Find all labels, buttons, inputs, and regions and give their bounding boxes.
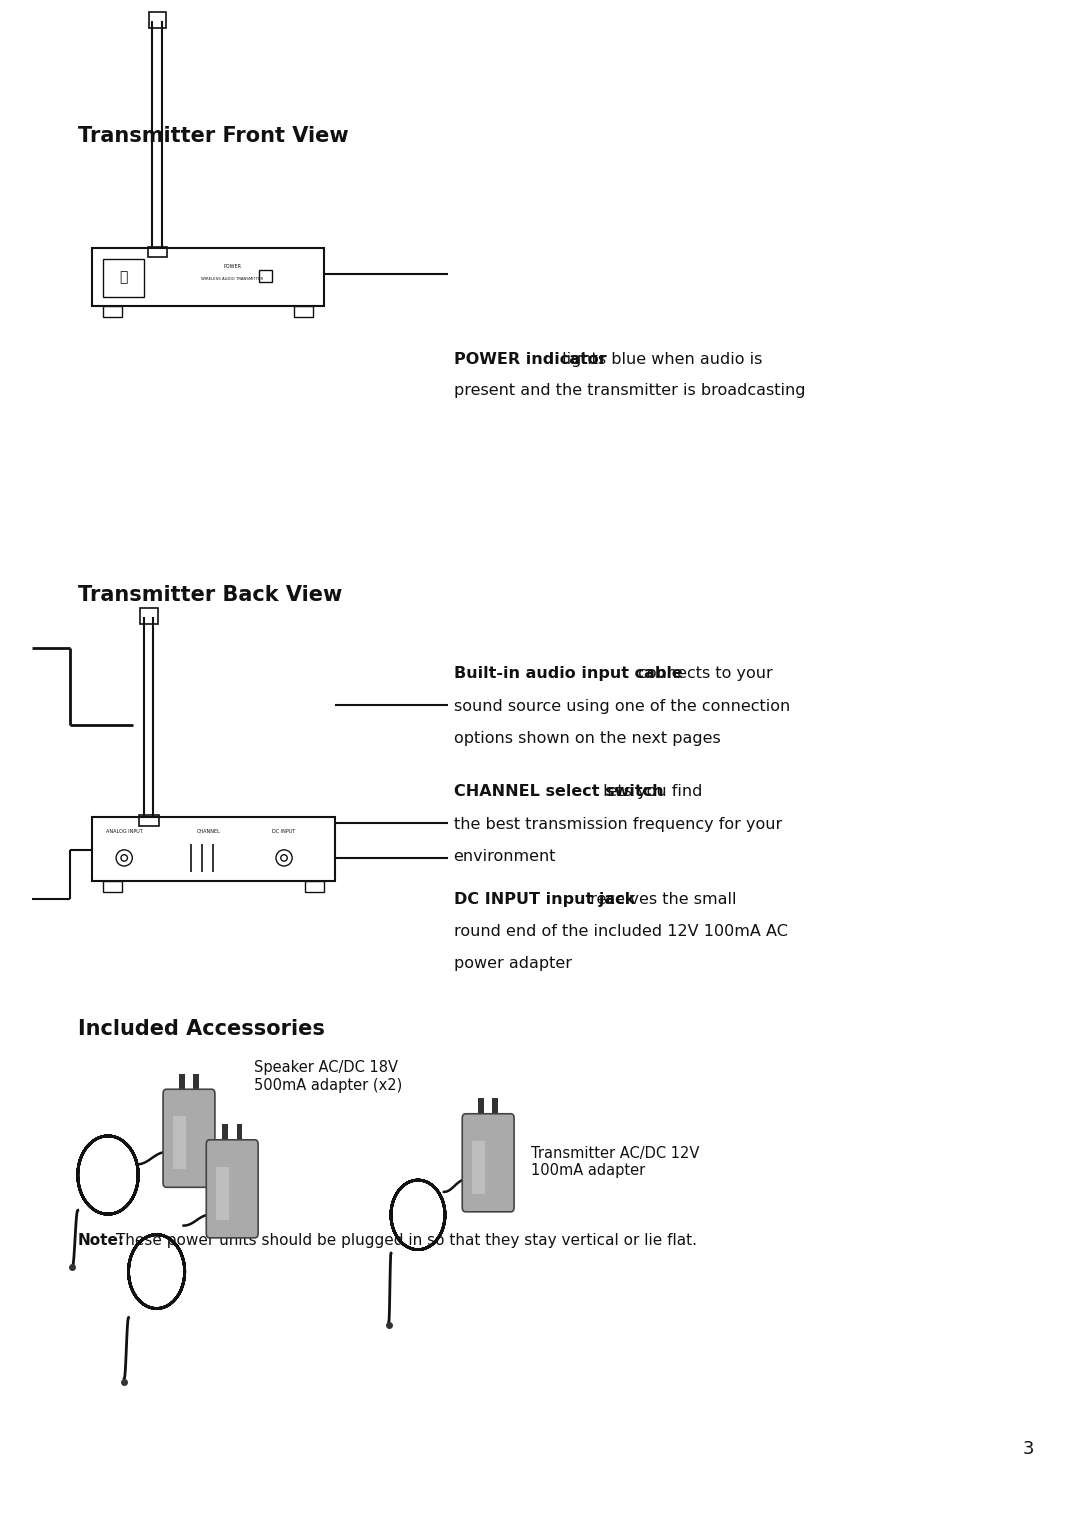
Text: Built-in audio input cable: Built-in audio input cable — [454, 666, 683, 682]
Text: DC INPUT input jack: DC INPUT input jack — [454, 892, 635, 907]
Text: ℜ: ℜ — [119, 270, 127, 285]
Text: POWER: POWER — [224, 264, 241, 270]
Bar — [492, 1098, 498, 1118]
Bar — [103, 259, 144, 297]
Text: 3: 3 — [1023, 1440, 1035, 1458]
Bar — [478, 1098, 484, 1118]
Bar — [173, 1115, 186, 1169]
Bar — [305, 881, 324, 892]
Text: Transmitter Back View: Transmitter Back View — [78, 585, 342, 605]
FancyBboxPatch shape — [206, 1140, 258, 1238]
Text: present and the transmitter is broadcasting: present and the transmitter is broadcast… — [454, 383, 805, 398]
Text: POWER indicator: POWER indicator — [454, 352, 606, 368]
Text: the best transmission frequency for your: the best transmission frequency for your — [454, 817, 782, 832]
Bar — [139, 815, 159, 826]
Text: DC INPUT: DC INPUT — [272, 829, 296, 835]
Text: Transmitter Front View: Transmitter Front View — [78, 126, 349, 146]
Bar — [92, 817, 335, 881]
Bar — [92, 248, 324, 306]
Text: environment: environment — [454, 849, 556, 864]
Text: options shown on the next pages: options shown on the next pages — [454, 731, 720, 746]
FancyBboxPatch shape — [462, 1114, 514, 1212]
Bar — [237, 1124, 242, 1144]
Text: CHANNEL: CHANNEL — [197, 829, 220, 835]
Text: Speaker AC/DC 18V
500mA adapter (x2): Speaker AC/DC 18V 500mA adapter (x2) — [254, 1060, 402, 1092]
Text: ANALOG INPUT: ANALOG INPUT — [106, 829, 143, 835]
Bar — [103, 306, 122, 317]
Text: Transmitter AC/DC 12V
100mA adapter: Transmitter AC/DC 12V 100mA adapter — [531, 1146, 700, 1178]
Text: lights blue when audio is: lights blue when audio is — [557, 352, 762, 368]
Bar — [179, 1074, 185, 1094]
Bar — [149, 12, 166, 28]
Bar — [259, 270, 272, 282]
FancyBboxPatch shape — [163, 1089, 215, 1187]
Bar — [193, 1074, 199, 1094]
Bar — [472, 1140, 485, 1193]
Bar — [294, 306, 313, 317]
Text: round end of the included 12V 100mA AC: round end of the included 12V 100mA AC — [454, 924, 787, 939]
Text: CHANNEL select switch: CHANNEL select switch — [454, 784, 663, 800]
Text: lets you find: lets you find — [598, 784, 703, 800]
Text: Included Accessories: Included Accessories — [78, 1019, 325, 1039]
Text: receives the small: receives the small — [584, 892, 737, 907]
Text: WIRELESS AUDIO TRANSMITTER: WIRELESS AUDIO TRANSMITTER — [201, 277, 264, 280]
Text: connects to your: connects to your — [633, 666, 773, 682]
Text: sound source using one of the connection: sound source using one of the connection — [454, 699, 789, 714]
Text: Note:: Note: — [78, 1233, 125, 1249]
Bar — [216, 1167, 229, 1219]
Bar — [140, 608, 158, 624]
Bar — [148, 247, 167, 257]
Text: power adapter: power adapter — [454, 956, 571, 971]
Text: These power units should be plugged in so that they stay vertical or lie flat.: These power units should be plugged in s… — [111, 1233, 697, 1249]
Bar — [103, 881, 122, 892]
Bar — [222, 1124, 228, 1144]
